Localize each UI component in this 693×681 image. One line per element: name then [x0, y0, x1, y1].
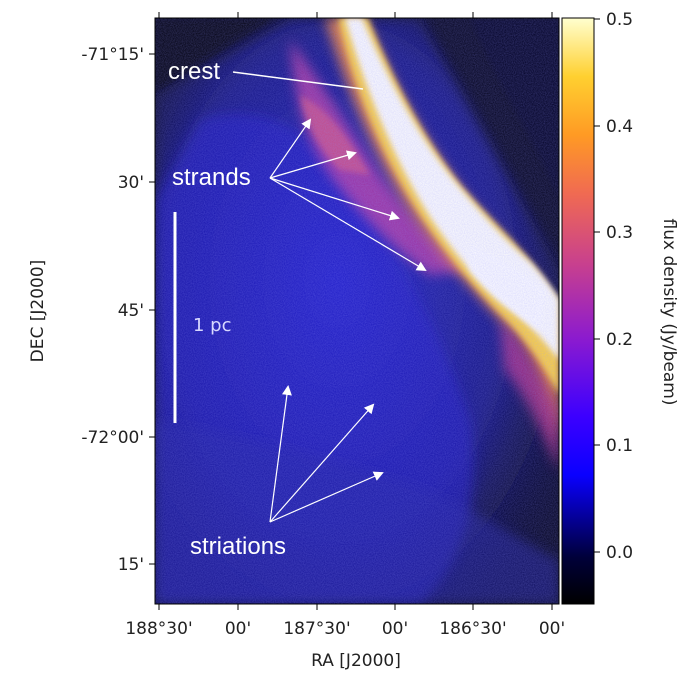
striations-arrows [269, 385, 384, 523]
striations-arrow-2 [269, 403, 375, 523]
x-tick-label: 187°30' [283, 619, 350, 639]
y-tick-label: 15' [118, 555, 144, 575]
y-axis: -71°15' 30' 45' -72°00' 15' DEC [J2000] [28, 45, 155, 575]
annotation-strands: strands [172, 164, 251, 191]
colorbar-tick-label: 0.2 [606, 330, 633, 350]
image-panel [155, 18, 559, 604]
colorbar-tick-label: 0.3 [606, 223, 633, 243]
y-tick-label: -71°15' [81, 45, 144, 65]
colorbar-tick-label: 0.4 [606, 117, 633, 137]
x-tick-label: 186°30' [439, 619, 506, 639]
scale-bar-label: 1 pc [193, 315, 232, 336]
annotation-crest: crest [168, 58, 220, 85]
strands-arrows [269, 118, 427, 272]
colorbar: 0.5 0.4 0.3 0.2 0.1 0.0 flux density (Jy… [561, 10, 679, 605]
striations-arrow-3 [269, 471, 384, 523]
x-tick-label: 00' [225, 619, 251, 639]
y-tick-label: -72°00' [81, 428, 144, 448]
x-axis: 188°30' 00' 187°30' 00' 186°30' 00' RA [… [125, 12, 565, 671]
strands-arrow-2 [269, 150, 357, 179]
y-tick-label: 30' [118, 173, 144, 193]
strands-arrow-3 [269, 177, 400, 221]
annotations: crest strands striations 1 pc [168, 58, 427, 560]
image-frame [154, 17, 560, 605]
colorbar-tick-label: 0.0 [606, 543, 633, 563]
strands-arrow-1 [269, 118, 312, 179]
x-tick-label: 00' [382, 619, 408, 639]
x-axis-label: RA [J2000] [311, 651, 401, 671]
colorbar-gradient [561, 17, 595, 605]
strands-arrow-4 [269, 177, 427, 272]
colorbar-tick-label: 0.1 [606, 436, 633, 456]
y-axis-label: DEC [J2000] [28, 260, 48, 363]
x-tick-label: 00' [539, 619, 565, 639]
x-tick-label: 188°30' [125, 619, 192, 639]
striations-arrow-1 [269, 385, 292, 523]
colorbar-label: flux density (Jy/beam) [659, 219, 679, 406]
colorbar-tick-label: 0.5 [606, 10, 633, 30]
crest-pointer-line [232, 71, 364, 90]
annotation-striations: striations [190, 533, 286, 560]
y-tick-label: 45' [118, 301, 144, 321]
